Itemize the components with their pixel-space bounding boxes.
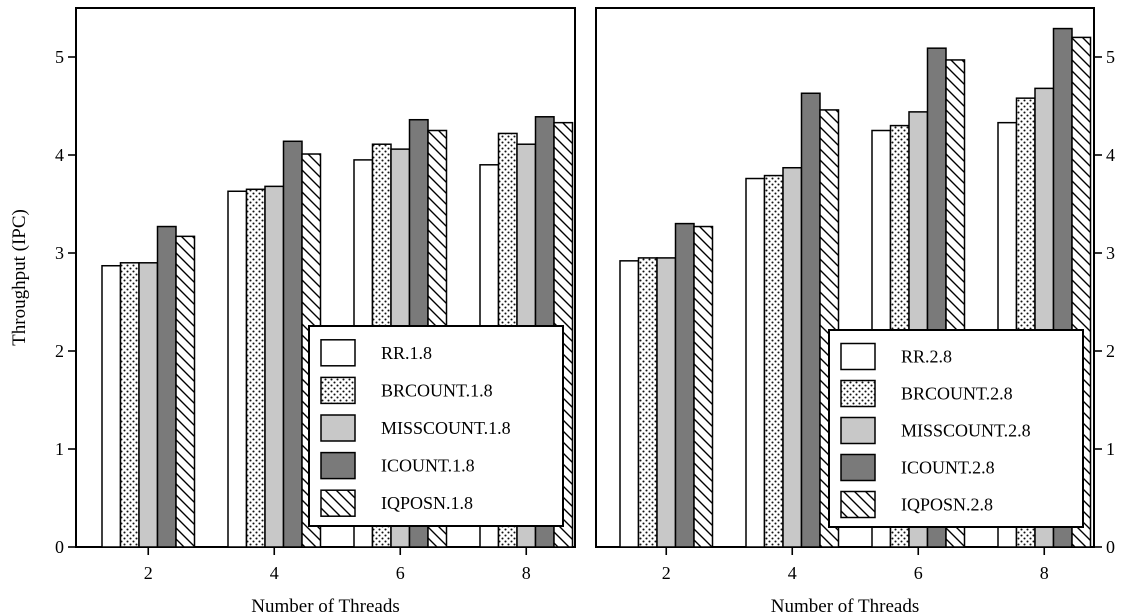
y-tick-label: 1 — [55, 439, 64, 459]
bar-dots-2 — [119, 262, 140, 548]
legend-swatch-dots — [320, 376, 356, 405]
x-axis-title-left: Number of Threads — [251, 596, 399, 616]
y-tick-label: 5 — [55, 47, 64, 67]
legend-label: ICOUNT.2.8 — [901, 458, 995, 478]
y-tick-label: 3 — [1106, 243, 1115, 263]
y-tick-label: 2 — [55, 341, 64, 361]
legend-swatch-dark — [840, 453, 876, 482]
legend-label: BRCOUNT.2.8 — [901, 384, 1013, 404]
legend-swatch-hatch — [840, 490, 876, 519]
bar-white-4 — [227, 190, 248, 548]
bar-dark-2 — [156, 225, 177, 548]
bar-white-2 — [619, 260, 640, 548]
legend-swatch-dark — [320, 451, 356, 480]
legend-swatch-hatch — [320, 489, 356, 517]
y-tick-label: 3 — [55, 243, 64, 263]
x-tick-label: 6 — [396, 563, 405, 583]
legend-swatch-light — [320, 414, 356, 442]
legend-swatch-white — [320, 339, 356, 367]
x-axis-title-right: Number of Threads — [771, 596, 919, 616]
plot-frame-right — [595, 7, 1095, 548]
legend-label: BRCOUNT.1.8 — [381, 380, 493, 400]
legend-label: MISSCOUNT.1.8 — [381, 418, 511, 438]
y-tick-label: 4 — [1106, 145, 1115, 165]
bar-dots-2 — [637, 257, 658, 548]
bar-dark-4 — [282, 140, 303, 548]
bar-white-4 — [745, 177, 766, 548]
y-axis-title: Throughput (IPC) — [9, 209, 30, 346]
x-tick-label: 8 — [522, 563, 531, 583]
bar-dots-4 — [763, 174, 784, 548]
legend-label: IQPOSN.1.8 — [381, 493, 473, 513]
y-tick-label: 4 — [55, 145, 64, 165]
bar-light-2 — [138, 262, 159, 548]
bar-hatch-2 — [693, 225, 714, 548]
bar-white-2 — [101, 264, 122, 548]
chart-panel-left: 0 1 2 3 4 5 2 4 6 8 Throughput (IPC) Number of T… — [9, 7, 576, 616]
bar-light-2 — [656, 257, 677, 548]
y-tick-label: 2 — [1106, 341, 1115, 361]
bar-dark-4 — [800, 92, 821, 548]
legend-label: RR.2.8 — [901, 347, 952, 367]
x-tick-label: 6 — [914, 563, 923, 583]
legend-right: RR.2.8 BRCOUNT.2.8 MISSCOUNT.2.8 ICOUNT.2.8… — [828, 329, 1084, 528]
axis-ticks-left: 0 1 2 3 4 5 — [55, 47, 76, 557]
axis-ticks-right: 0 1 2 3 4 5 — [1094, 47, 1115, 557]
bar-light-4 — [264, 185, 285, 548]
x-tick-label: 2 — [144, 563, 153, 583]
bar-hatch-2 — [175, 235, 196, 548]
x-tick-label: 8 — [1040, 563, 1049, 583]
legend-swatch-dots — [840, 379, 876, 408]
plot-frame-left — [75, 7, 576, 548]
bar-light-4 — [782, 166, 803, 548]
legend-swatch-light — [840, 416, 876, 445]
legend-label: IQPOSN.2.8 — [901, 495, 993, 515]
x-tick-label: 4 — [270, 563, 279, 583]
y-tick-label: 1 — [1106, 439, 1115, 459]
y-tick-label: 5 — [1106, 47, 1115, 67]
y-tick-label: 0 — [55, 537, 64, 557]
y-tick-label: 0 — [1106, 537, 1115, 557]
bar-dots-4 — [245, 188, 266, 548]
legend-label: MISSCOUNT.2.8 — [901, 421, 1031, 441]
x-tick-label: 4 — [788, 563, 797, 583]
legend-swatch-white — [840, 342, 876, 371]
legend-label: ICOUNT.1.8 — [381, 456, 475, 476]
legend-label: RR.1.8 — [381, 343, 432, 363]
chart-panel-right: 0 1 2 3 4 5 2 4 6 8 Number of Threads RR.2.8 BRCO… — [595, 7, 1115, 616]
bar-dark-2 — [674, 222, 695, 548]
legend-left: RR.1.8 BRCOUNT.1.8 MISSCOUNT.1.8 ICOUNT.1.8… — [308, 325, 564, 527]
x-tick-label: 2 — [662, 563, 671, 583]
